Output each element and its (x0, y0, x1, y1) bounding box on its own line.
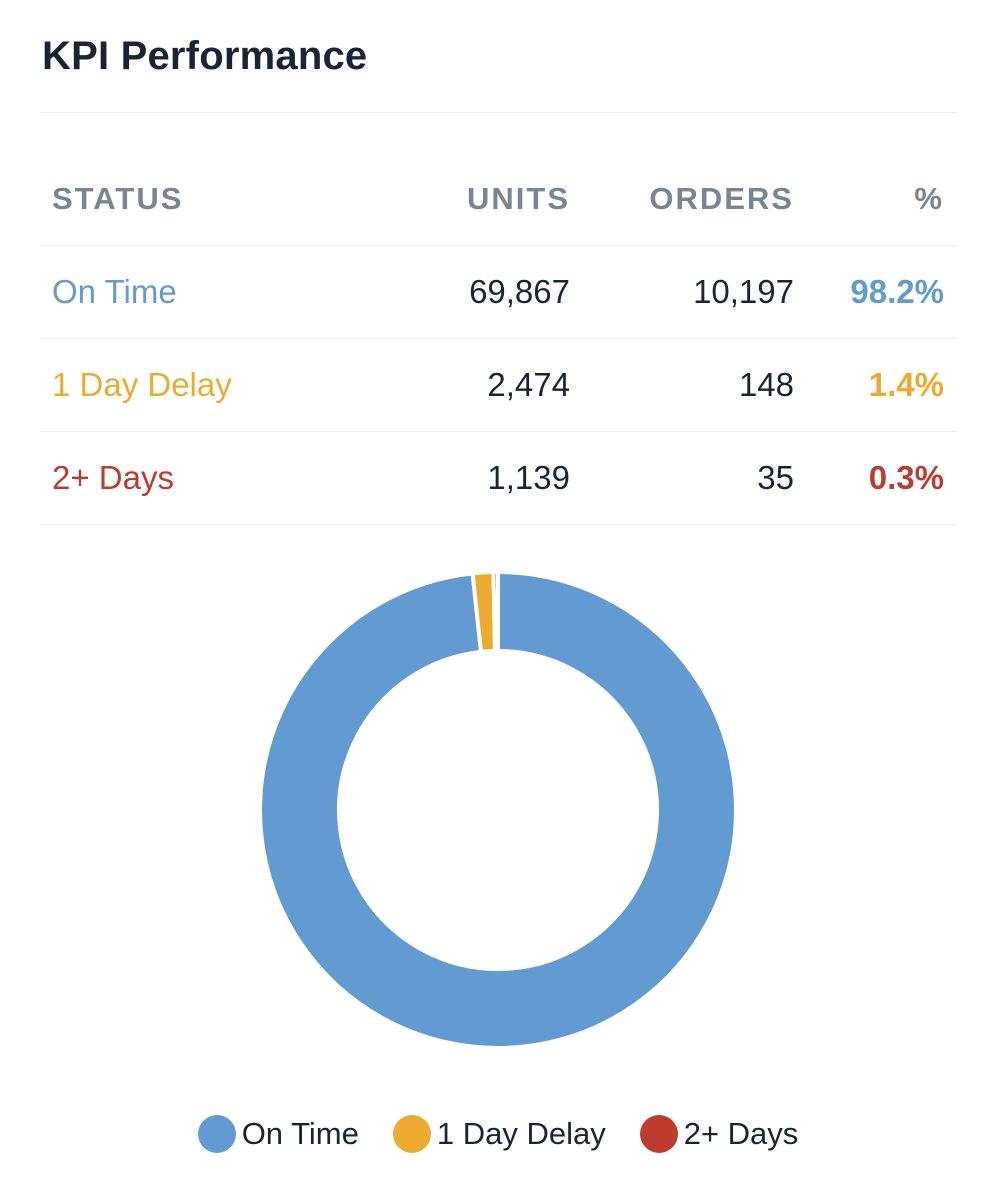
units-one-day-delay: 2,474 (440, 338, 582, 432)
percent-one-day-delay: 1.4% (806, 338, 956, 432)
kpi-performance-card: KPI Performance STATUS UNITS ORDERS % On… (40, 0, 956, 1191)
table-row-on-time: On Time 69,867 10,197 98.2% (40, 245, 956, 339)
card-title: KPI Performance (42, 34, 368, 78)
legend-swatch-1-day-delay (392, 1115, 431, 1153)
legend-item-1-day-delay[interactable]: 1 Day Delay (392, 1115, 606, 1153)
orders-one-day-delay: 148 (582, 338, 806, 432)
legend-swatch-2-days (639, 1115, 678, 1153)
column-header-orders: ORDERS (582, 152, 806, 246)
orders-on-time: 10,197 (582, 245, 806, 339)
status-two-plus-days: 2+ Days (40, 431, 440, 525)
legend-label-on-time: On Time (241, 1116, 359, 1151)
legend-label-1-day-delay: 1 Day Delay (436, 1116, 606, 1151)
donut-chart-container (40, 560, 956, 1060)
donut-slice-2-days (491, 570, 500, 654)
legend-item-on-time[interactable]: On Time (197, 1115, 359, 1153)
kpi-table: STATUS UNITS ORDERS % On Time 69,867 10,… (40, 152, 956, 525)
status-on-time: On Time (40, 245, 440, 339)
table-header-row: STATUS UNITS ORDERS % (40, 152, 956, 246)
legend-label-2-days: 2+ Days (683, 1116, 799, 1151)
orders-two-plus-days: 35 (582, 431, 806, 525)
donut-chart (258, 570, 738, 1050)
chart-legend: On Time 1 Day Delay 2+ Days (40, 1108, 956, 1160)
legend-item-2-days[interactable]: 2+ Days (639, 1115, 799, 1153)
units-two-plus-days: 1,139 (440, 431, 582, 525)
percent-two-plus-days: 0.3% (806, 431, 956, 525)
donut-slice-on-time (258, 570, 738, 1050)
title-divider (40, 112, 956, 113)
status-one-day-delay: 1 Day Delay (40, 338, 440, 432)
table-row-two-plus-days: 2+ Days 1,139 35 0.3% (40, 431, 956, 525)
units-on-time: 69,867 (440, 245, 582, 339)
table-row-one-day-delay: 1 Day Delay 2,474 148 1.4% (40, 338, 956, 432)
percent-on-time: 98.2% (806, 245, 956, 339)
legend-swatch-on-time (197, 1115, 236, 1153)
column-header-units: UNITS (440, 152, 582, 246)
column-header-status: STATUS (40, 152, 440, 246)
column-header-percent: % (806, 152, 956, 246)
